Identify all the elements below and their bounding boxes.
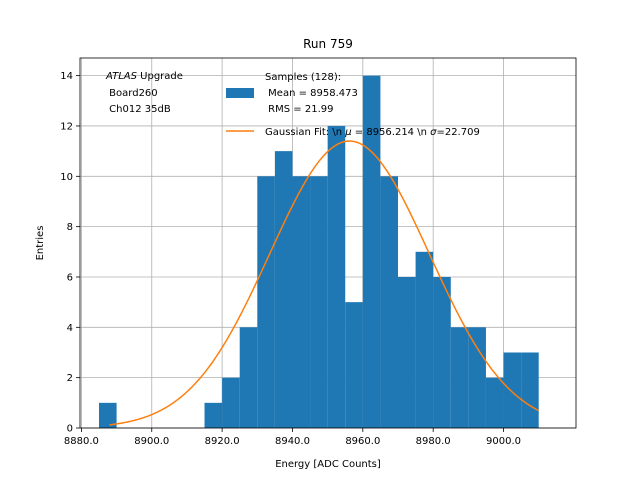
histogram-bar [345,302,363,428]
histogram-bar [274,151,293,428]
histogram-bar [222,377,240,428]
histogram-bar [485,377,504,428]
histogram-bar [204,402,223,428]
histogram-bar [327,125,346,429]
x-tick-label: 8960.0 [345,436,380,447]
legend-samples-title: Samples (128): [265,72,341,83]
board-label: Board260 [106,88,158,99]
y-axis-label: Entries [35,226,46,261]
histogram-bar [362,75,381,428]
histogram-bar [380,176,399,428]
legend-samples-rms: RMS = 21.99 [265,104,333,115]
channel-label: Ch012 35dB [106,104,171,115]
y-tick-label: 2 [67,373,73,384]
histogram-bars [98,75,539,429]
svg-text:ATLAS Upgrade: ATLAS Upgrade [105,71,183,82]
legend-fit-label: Gaussian Fit: \n μ = 8956.214 \n σ=22.70… [265,127,480,138]
histogram-bar [415,251,434,428]
x-tick-label: 8900.0 [134,436,169,447]
x-tick-label: 8940.0 [275,436,310,447]
plot-frame [79,57,577,429]
histogram-bar [433,276,451,428]
x-axis-ticks: 8880.0 8900.0 8920.0 8940.0 8960.0 8980.0 9000… [64,428,521,447]
upgrade-label: Upgrade [137,71,183,82]
y-tick-label: 4 [67,323,73,334]
x-tick-label: 8920.0 [205,436,240,447]
histogram-bar [239,327,258,428]
y-tick-label: 6 [67,272,73,283]
legend: Samples (128): Mean = 8958.473 RMS = 21.… [226,72,480,138]
atlas-annotation: ATLAS Upgrade Board260 Ch012 35dB [105,71,183,115]
legend-samples-mean: Mean = 8958.473 [265,88,358,99]
x-axis-label: Energy [ADC Counts] [275,459,381,470]
y-axis-ticks: 0 2 4 6 8 10 12 14 [60,71,80,435]
histogram-bar [310,176,328,428]
histogram-bar [292,176,311,428]
histogram-bar [398,276,416,428]
y-tick-label: 10 [60,172,73,183]
histogram-bar [521,352,539,428]
histogram-bar [468,327,486,428]
histogram-bar [98,402,117,428]
histogram-bar [450,327,469,428]
y-tick-label: 12 [60,121,73,132]
histogram-bar [257,176,275,428]
chart-title: Run 759 [303,37,353,51]
x-tick-label: 9000.0 [486,436,521,447]
y-tick-label: 14 [60,71,73,82]
y-tick-label: 0 [67,424,73,435]
y-tick-label: 8 [67,222,73,233]
atlas-label: ATLAS [105,71,138,82]
gaussian-fit-curve [109,140,540,426]
x-tick-label: 8880.0 [64,436,99,447]
x-tick-label: 8980.0 [416,436,451,447]
histogram-bar [503,352,522,428]
legend-samples-swatch [226,88,254,98]
